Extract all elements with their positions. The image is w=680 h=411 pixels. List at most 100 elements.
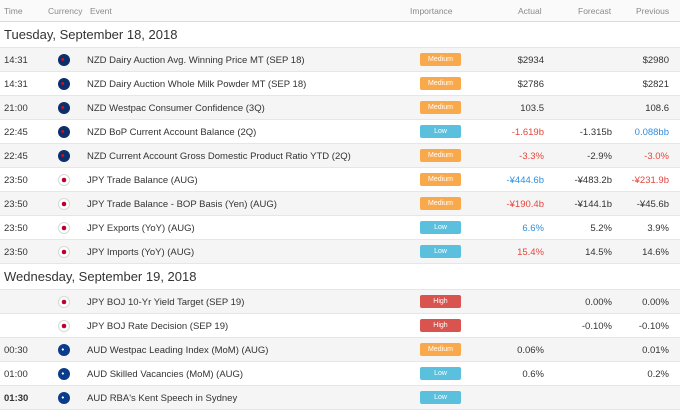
forecast-value: -2.9% bbox=[587, 151, 612, 162]
event-time: 00:30 bbox=[4, 345, 28, 356]
event-name[interactable]: JPY BOJ Rate Decision (SEP 19) bbox=[87, 321, 229, 332]
table-row[interactable]: 21:00 NZD Westpac Consumer Confidence (3… bbox=[0, 96, 680, 120]
forecast-value: 5.2% bbox=[590, 223, 612, 234]
actual-value: $2786 bbox=[517, 79, 544, 90]
table-row[interactable]: 22:45 NZD Current Account Gross Domestic… bbox=[0, 144, 680, 168]
actual-value: -¥444.6b bbox=[506, 175, 544, 186]
previous-value: 0.00% bbox=[642, 297, 669, 308]
event-name[interactable]: JPY Trade Balance - BOP Basis (Yen) (AUG… bbox=[87, 199, 277, 210]
col-previous[interactable]: Previous bbox=[636, 6, 670, 16]
day-wednesday: Wednesday, September 19, 2018 JPY BOJ 10… bbox=[0, 264, 680, 410]
jpy-flag-icon bbox=[58, 320, 70, 332]
previous-value: -0.10% bbox=[638, 321, 669, 332]
aud-flag-icon bbox=[58, 368, 70, 380]
actual-value: 6.6% bbox=[522, 223, 544, 234]
importance-badge: Medium bbox=[420, 197, 461, 210]
previous-value: 14.6% bbox=[642, 247, 669, 258]
forecast-value: 0.00% bbox=[585, 297, 612, 308]
table-row[interactable]: 23:50 JPY Trade Balance (AUG) Medium -¥4… bbox=[0, 168, 680, 192]
importance-badge: Medium bbox=[420, 173, 461, 186]
event-name[interactable]: NZD Dairy Auction Whole Milk Powder MT (… bbox=[87, 79, 307, 90]
table-row[interactable]: 00:30 AUD Westpac Leading Index (MoM) (A… bbox=[0, 338, 680, 362]
event-time: 23:50 bbox=[4, 223, 28, 234]
previous-value: 0.01% bbox=[642, 345, 669, 356]
table-row[interactable]: 01:30 AUD RBA's Kent Speech in Sydney Lo… bbox=[0, 386, 680, 410]
event-time: 22:45 bbox=[4, 127, 28, 138]
event-name[interactable]: AUD Skilled Vacancies (MoM) (AUG) bbox=[87, 369, 244, 380]
importance-badge: Medium bbox=[420, 343, 461, 356]
importance-badge: Low bbox=[420, 221, 461, 234]
previous-value: 0.2% bbox=[647, 369, 669, 380]
importance-badge: Low bbox=[420, 367, 461, 380]
event-name[interactable]: NZD BoP Current Account Balance (2Q) bbox=[87, 127, 257, 138]
table-row[interactable]: 22:45 NZD BoP Current Account Balance (2… bbox=[0, 120, 680, 144]
jpy-flag-icon bbox=[58, 296, 70, 308]
previous-value: 3.9% bbox=[647, 223, 669, 234]
importance-badge: Medium bbox=[420, 149, 461, 162]
event-name[interactable]: AUD RBA's Kent Speech in Sydney bbox=[87, 393, 238, 404]
nzd-flag-icon bbox=[58, 102, 70, 114]
event-time: 22:45 bbox=[4, 151, 28, 162]
event-time: 21:00 bbox=[4, 103, 28, 114]
day-header: Tuesday, September 18, 2018 bbox=[0, 22, 680, 48]
table-header: Time Currency Event Importance Actual Fo… bbox=[0, 0, 680, 22]
importance-badge: High bbox=[420, 295, 461, 308]
jpy-flag-icon bbox=[58, 174, 70, 186]
aud-flag-icon bbox=[58, 392, 70, 404]
col-importance[interactable]: Importance bbox=[410, 6, 453, 16]
table-row[interactable]: 14:31 NZD Dairy Auction Whole Milk Powde… bbox=[0, 72, 680, 96]
forecast-value: -¥483.2b bbox=[574, 175, 612, 186]
event-name[interactable]: JPY BOJ 10-Yr Yield Target (SEP 19) bbox=[87, 297, 245, 308]
forecast-value: 14.5% bbox=[585, 247, 612, 258]
table-row[interactable]: 23:50 JPY Trade Balance - BOP Basis (Yen… bbox=[0, 192, 680, 216]
table-row[interactable]: JPY BOJ 10-Yr Yield Target (SEP 19) High… bbox=[0, 290, 680, 314]
importance-badge: Medium bbox=[420, 101, 461, 114]
event-name[interactable]: NZD Current Account Gross Domestic Produ… bbox=[87, 151, 351, 162]
importance-badge: High bbox=[420, 319, 461, 332]
day-header: Wednesday, September 19, 2018 bbox=[0, 264, 680, 290]
importance-badge: Medium bbox=[420, 77, 461, 90]
table-row[interactable]: 23:50 JPY Exports (YoY) (AUG) Low 6.6% 5… bbox=[0, 216, 680, 240]
event-time: 14:31 bbox=[4, 55, 28, 66]
col-currency[interactable]: Currency bbox=[48, 6, 83, 16]
aud-flag-icon bbox=[58, 344, 70, 356]
actual-value: -1.619b bbox=[511, 127, 544, 138]
event-name[interactable]: NZD Dairy Auction Avg. Winning Price MT … bbox=[87, 55, 305, 66]
jpy-flag-icon bbox=[58, 198, 70, 210]
table-row[interactable]: 23:50 JPY Imports (YoY) (AUG) Low 15.4% … bbox=[0, 240, 680, 264]
col-event[interactable]: Event bbox=[90, 6, 112, 16]
day-tuesday: Tuesday, September 18, 2018 14:31 NZD Da… bbox=[0, 22, 680, 264]
actual-value: 103.5 bbox=[520, 103, 544, 114]
previous-value: -¥231.9b bbox=[631, 175, 669, 186]
previous-value: $2980 bbox=[642, 55, 669, 66]
nzd-flag-icon bbox=[58, 78, 70, 90]
table-row[interactable]: 14:31 NZD Dairy Auction Avg. Winning Pri… bbox=[0, 48, 680, 72]
nzd-flag-icon bbox=[58, 150, 70, 162]
event-name[interactable]: JPY Imports (YoY) (AUG) bbox=[87, 247, 195, 258]
forecast-value: -¥144.1b bbox=[574, 199, 612, 210]
actual-value: -3.3% bbox=[519, 151, 544, 162]
table-row[interactable]: 01:00 AUD Skilled Vacancies (MoM) (AUG) … bbox=[0, 362, 680, 386]
col-actual[interactable]: Actual bbox=[518, 6, 542, 16]
actual-value: $2934 bbox=[517, 55, 544, 66]
event-time: 01:30 bbox=[4, 393, 29, 404]
forecast-value: -1.315b bbox=[579, 127, 612, 138]
event-time: 23:50 bbox=[4, 199, 28, 210]
event-name[interactable]: AUD Westpac Leading Index (MoM) (AUG) bbox=[87, 345, 269, 356]
jpy-flag-icon bbox=[58, 246, 70, 258]
previous-value: 0.088bb bbox=[634, 127, 669, 138]
table-row[interactable]: JPY BOJ Rate Decision (SEP 19) High -0.1… bbox=[0, 314, 680, 338]
importance-badge: Low bbox=[420, 245, 461, 258]
actual-value: 0.06% bbox=[517, 345, 544, 356]
event-time: 01:00 bbox=[4, 369, 28, 380]
previous-value: 108.6 bbox=[645, 103, 669, 114]
col-time[interactable]: Time bbox=[4, 6, 23, 16]
event-name[interactable]: JPY Exports (YoY) (AUG) bbox=[87, 223, 195, 234]
col-forecast[interactable]: Forecast bbox=[578, 6, 612, 16]
previous-value: -3.0% bbox=[644, 151, 669, 162]
nzd-flag-icon bbox=[58, 126, 70, 138]
nzd-flag-icon bbox=[58, 54, 70, 66]
event-time: 14:31 bbox=[4, 79, 28, 90]
event-name[interactable]: JPY Trade Balance (AUG) bbox=[87, 175, 198, 186]
event-name[interactable]: NZD Westpac Consumer Confidence (3Q) bbox=[87, 103, 265, 114]
